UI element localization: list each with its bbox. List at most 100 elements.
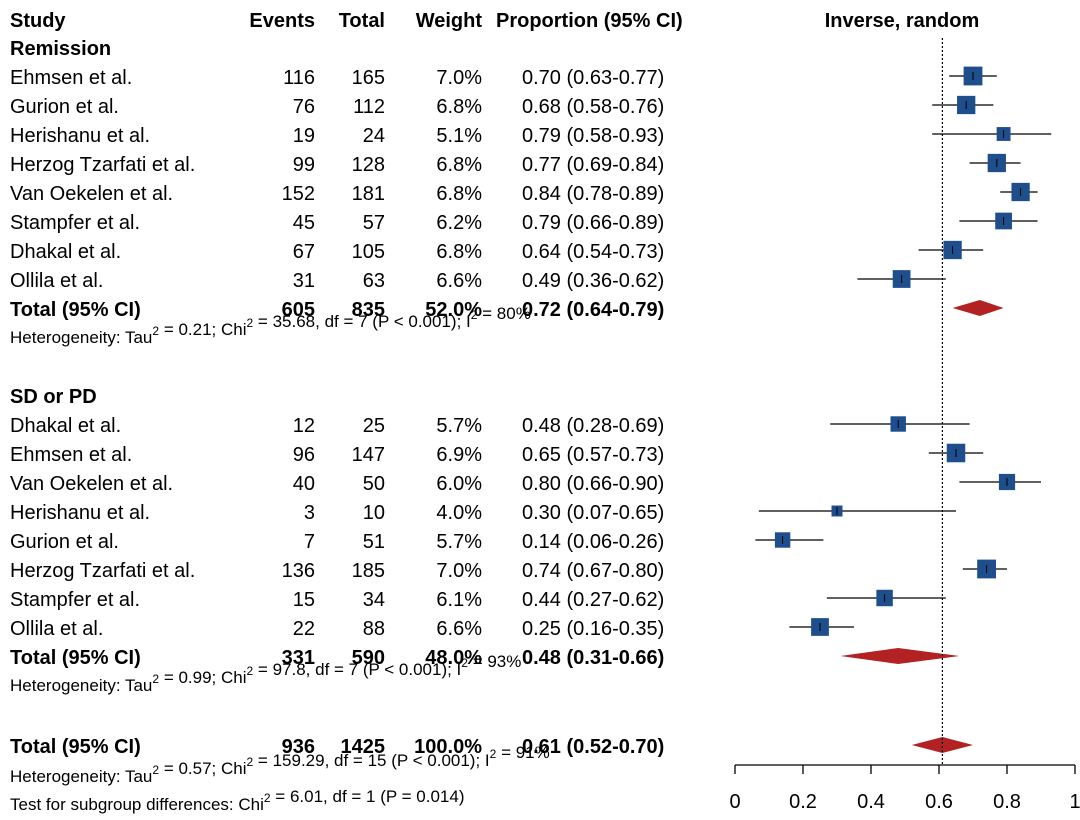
g1-row-8-weight: 6.6% (436, 270, 482, 292)
g2-total-weight: 48.0% (425, 647, 482, 669)
g2-row-5-ci: 0.14 (0.06-0.26) (522, 531, 664, 553)
g1-row-2-total: 112 (353, 96, 385, 118)
superscript-2: 2 (247, 316, 254, 330)
g2-row-3-total: 50 (363, 473, 385, 495)
overall-heterogeneity: Heterogeneity: Tau2 = 0.57; Chi2 = 159.2… (10, 743, 550, 786)
g1-row-1-events: 116 (283, 67, 315, 89)
g2-row-8-weight: 6.6% (436, 618, 482, 640)
g2-row-4-name: Herishanu et al. (10, 502, 150, 524)
g2-row-7-weight: 6.1% (436, 589, 482, 611)
superscript-2: 2 (264, 791, 271, 805)
table-rows: Remission Ehmsen et al. 116 165 7.0% 0.70 (0.… (10, 38, 664, 814)
g1-row-2-name: Gurion et al. (10, 96, 119, 118)
g2-row-3-name: Van Oekelen et al. (10, 473, 173, 495)
g2-row-2-events: 96 (293, 444, 315, 466)
g2-row-6-ci: 0.74 (0.67-0.80) (522, 560, 664, 582)
g1-row-5-weight: 6.8% (436, 183, 482, 205)
g1-row-7-ci: 0.64 (0.54-0.73) (522, 241, 664, 263)
g1-row-8-ci: 0.49 (0.36-0.62) (522, 270, 664, 292)
superscript-2: 2 (152, 763, 159, 777)
overall-total-diamond (911, 737, 973, 753)
x-tick-label-5: 1 (1069, 791, 1080, 813)
g1-row-4-name: Herzog Tzarfati et al. (10, 154, 195, 176)
g1-row-1-name: Ehmsen et al. (10, 67, 132, 89)
subgroup-1-title: Remission (10, 38, 111, 60)
g2-row-7-total: 34 (363, 589, 385, 611)
g1-row-3-name: Herishanu et al. (10, 125, 150, 147)
g1-row-7-name: Dhakal et al. (10, 241, 121, 263)
superscript-2: 2 (461, 656, 468, 670)
g2-row-6-weight: 7.0% (436, 560, 482, 582)
header-weight: Weight (416, 10, 483, 32)
g2-total-events: 331 (282, 647, 315, 669)
g1-total-ci: 0.72 (0.64-0.79) (522, 299, 664, 321)
g1-row-6-total: 57 (363, 212, 385, 234)
stat-text: = 0.99; Chi (159, 668, 246, 687)
g2-row-2-total: 147 (352, 444, 385, 466)
header-row: Study Events Total Weight Proportion (95… (10, 10, 979, 32)
stat-text: Heterogeneity: Tau (10, 328, 152, 347)
g1-row-7-weight: 6.8% (436, 241, 482, 263)
header-study: Study (10, 10, 66, 32)
overall-total-name: Total (95% CI) (10, 736, 141, 758)
x-tick-label-3: 0.6 (925, 791, 953, 813)
g1-row-5-ci: 0.84 (0.78-0.89) (522, 183, 664, 205)
g2-total-total: 590 (352, 647, 385, 669)
g2-row-1-weight: 5.7% (436, 415, 482, 437)
g1-total-weight: 52.0% (425, 299, 482, 321)
g1-row-5-events: 152 (282, 183, 315, 205)
header-events: Events (249, 10, 315, 32)
g1-total-name: Total (95% CI) (10, 299, 141, 321)
stat-text: Test for subgroup differences: Chi (10, 795, 264, 814)
g2-total-diamond (840, 648, 960, 664)
superscript-2: 2 (247, 664, 254, 678)
stat-text: = 159.29, df = 15 (P < 0.001); I (253, 751, 489, 770)
g2-row-8-total: 88 (363, 618, 385, 640)
g1-row-8-events: 31 (293, 270, 315, 292)
g1-row-4-events: 99 (293, 154, 315, 176)
g1-row-3-weight: 5.1% (436, 125, 482, 147)
g2-row-5-name: Gurion et al. (10, 531, 119, 553)
g1-total-total: 835 (352, 299, 385, 321)
g2-row-2-weight: 6.9% (436, 444, 482, 466)
x-tick-label-0: 0 (729, 791, 740, 813)
overall-total-total: 1425 (341, 736, 386, 758)
g2-row-4-ci: 0.30 (0.07-0.65) (522, 502, 664, 524)
stat-text: = 93% (468, 652, 521, 671)
g1-row-2-ci: 0.68 (0.58-0.76) (522, 96, 664, 118)
g1-row-2-events: 76 (293, 96, 315, 118)
g1-row-7-events: 67 (293, 241, 315, 263)
g1-row-1-ci: 0.70 (0.63-0.77) (522, 67, 664, 89)
g2-row-4-events: 3 (304, 502, 315, 524)
g1-row-6-events: 45 (293, 212, 315, 234)
g2-heterogeneity: Heterogeneity: Tau2 = 0.99; Chi2 = 97.8,… (10, 652, 521, 695)
g1-row-6-ci: 0.79 (0.66-0.89) (522, 212, 664, 234)
g1-row-4-weight: 6.8% (436, 154, 482, 176)
g2-row-5-weight: 5.7% (436, 531, 482, 553)
g1-total-diamond (952, 300, 1004, 316)
superscript-2: 2 (152, 324, 159, 338)
stat-text: = 6.01, df = 1 (P = 0.014) (271, 787, 465, 806)
g1-row-8-total: 63 (363, 270, 385, 292)
g1-row-3-events: 19 (293, 125, 315, 147)
g2-row-6-total: 185 (352, 560, 385, 582)
g1-row-2-weight: 6.8% (436, 96, 482, 118)
g2-row-6-name: Herzog Tzarfati et al. (10, 560, 195, 582)
g2-row-8-events: 22 (293, 618, 315, 640)
g2-row-1-events: 12 (293, 415, 315, 437)
g2-row-3-ci: 0.80 (0.66-0.90) (522, 473, 664, 495)
stat-text: = 91% (496, 743, 549, 762)
stat-text: Heterogeneity: Tau (10, 676, 152, 695)
g2-row-8-ci: 0.25 (0.16-0.35) (522, 618, 664, 640)
g2-row-7-ci: 0.44 (0.27-0.62) (522, 589, 664, 611)
stat-text: Heterogeneity: Tau (10, 767, 152, 786)
stat-text: = 80% (477, 304, 530, 323)
superscript-2: 2 (152, 672, 159, 686)
subgroup-2-title: SD or PD (10, 386, 97, 408)
g2-row-5-events: 7 (304, 531, 315, 553)
overall-total-weight: 100.0% (414, 736, 482, 758)
x-tick-label-2: 0.4 (857, 791, 885, 813)
g2-row-3-events: 40 (293, 473, 315, 495)
g1-row-3-total: 24 (363, 125, 385, 147)
